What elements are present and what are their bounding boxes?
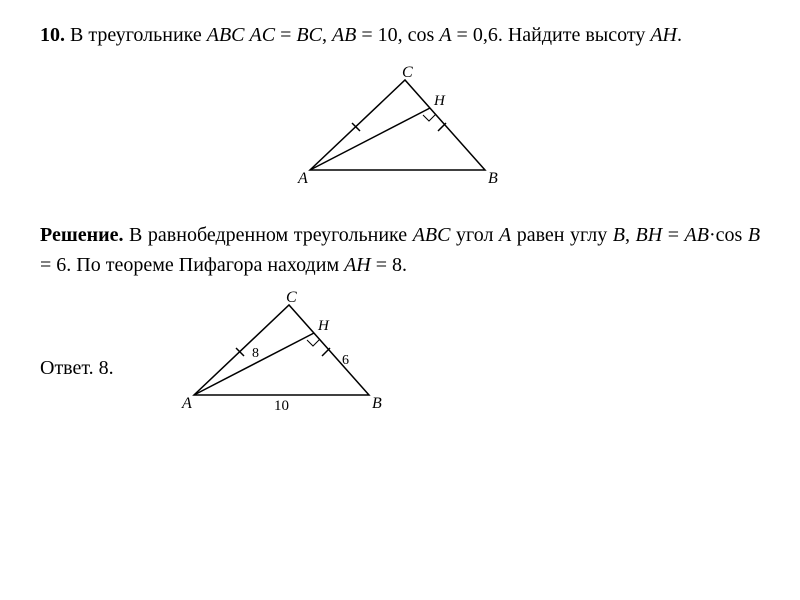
- svg-text:A: A: [181, 395, 192, 412]
- problem-statement: 10. В треугольнике ABC AC = BC, AB = 10,…: [40, 20, 760, 50]
- var-ab: AB: [332, 24, 356, 46]
- svg-text:B: B: [372, 395, 382, 412]
- svg-text:6: 6: [342, 353, 349, 368]
- var-a: A: [439, 24, 451, 46]
- solution-text: Решение. В равнобедренном треугольнике A…: [40, 220, 760, 280]
- svg-text:B: B: [488, 170, 498, 187]
- problem-number: 10.: [40, 24, 65, 46]
- figure-2: A B C H 10 8 6: [174, 290, 394, 425]
- svg-text:A: A: [297, 170, 308, 187]
- svg-text:H: H: [317, 318, 330, 334]
- answer-row: Ответ. 8. A B C H 10 8 6: [40, 290, 760, 425]
- triangle-diagram-2: A B C H 10 8 6: [174, 290, 394, 420]
- svg-text:8: 8: [252, 346, 259, 361]
- triangle-diagram-1: A B C H: [290, 65, 510, 195]
- svg-text:H: H: [433, 93, 446, 109]
- figure-1: A B C H: [40, 65, 760, 200]
- svg-text:10: 10: [274, 398, 289, 414]
- var-bc: BC: [296, 24, 322, 46]
- var-ah: AH: [650, 24, 677, 46]
- var-abc: ABC: [207, 24, 245, 46]
- svg-text:C: C: [286, 290, 297, 306]
- answer-text: Ответ. 8.: [40, 353, 114, 383]
- text: В треугольнике: [65, 24, 207, 46]
- var-ac: AC: [250, 24, 276, 46]
- solution-label: Решение.: [40, 224, 124, 246]
- svg-text:C: C: [402, 65, 413, 81]
